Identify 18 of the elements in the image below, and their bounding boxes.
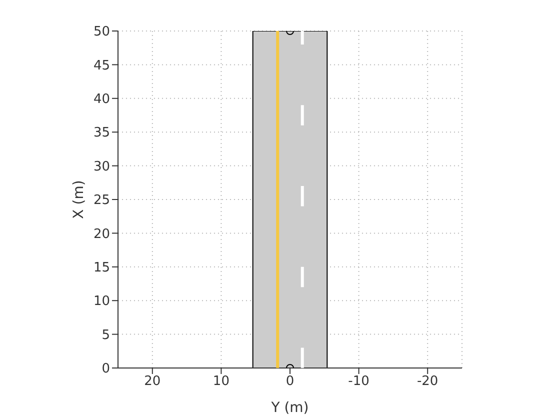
y-axis-title: X (m) xyxy=(70,180,87,219)
y-tick-label: 35 xyxy=(93,126,110,141)
y-tick-label: 40 xyxy=(93,92,110,108)
x-axis-title: Y (m) xyxy=(270,400,309,416)
y-tick-label: 10 xyxy=(93,294,110,310)
y-tick-label: 50 xyxy=(93,24,110,40)
x-tick-label: 10 xyxy=(212,374,230,390)
x-tick-label: -20 xyxy=(416,374,438,390)
y-tick-label: 0 xyxy=(102,362,110,377)
y-tick-label: 5 xyxy=(102,328,110,343)
x-tick-label: 0 xyxy=(286,374,294,390)
y-tick-label: 15 xyxy=(93,260,110,276)
x-tick-label: -10 xyxy=(348,374,370,390)
x-tick-label: 20 xyxy=(144,374,161,390)
y-tick-label: 20 xyxy=(93,226,110,242)
y-tick-label: 30 xyxy=(93,159,110,174)
y-tick-label: 45 xyxy=(93,58,110,74)
y-tick-label: 25 xyxy=(93,193,110,208)
